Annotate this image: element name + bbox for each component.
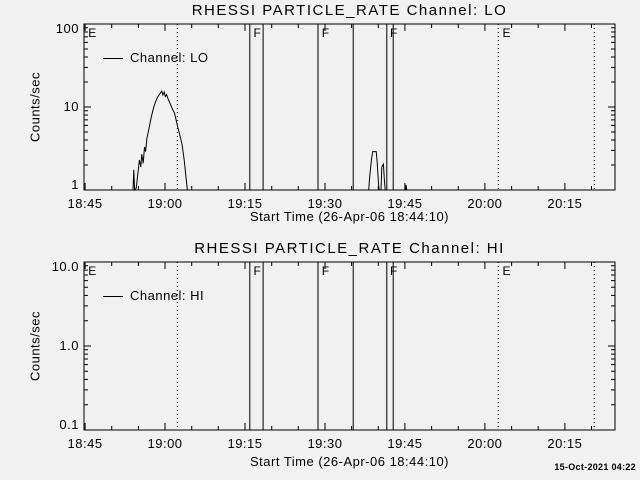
x-tick-label: 20:00 — [467, 436, 503, 451]
flare-marker-label: F — [253, 26, 261, 40]
axis-ticks — [84, 261, 615, 431]
flare-marker-label: F — [321, 26, 330, 40]
x-tick-label: 19:45 — [387, 196, 423, 211]
legend-label: Channel: LO — [130, 50, 209, 65]
y-tick-label: 1.0 — [59, 338, 79, 353]
y-tick-label: 100 — [55, 21, 79, 36]
plot-timestamp: 15-Oct-2021 04:22 — [554, 462, 636, 472]
eclipse-marker-label: E — [502, 264, 511, 278]
y-tick-label: 10 — [63, 99, 79, 114]
x-tick-label: 19:15 — [227, 196, 263, 211]
x-tick-label: 20:00 — [467, 196, 503, 211]
flare-marker-label: F — [389, 26, 398, 40]
x-tick-label: 19:15 — [227, 436, 263, 451]
flare-marker-label: F — [321, 264, 330, 278]
eclipse-marker-line — [176, 24, 595, 190]
flare-marker-label: F — [389, 264, 398, 278]
legend-line-sample — [103, 58, 123, 59]
eclipse-marker-label: E — [502, 26, 511, 40]
flare-marker-label: F — [253, 264, 261, 278]
plot-title: RHESSI PARTICLE_RATE Channel: HI — [194, 240, 505, 257]
x-tick-label: 19:00 — [147, 196, 183, 211]
x-axis-label: Start Time (26-Apr-06 18:44:10) — [249, 454, 450, 469]
x-tick-label: 19:45 — [387, 436, 423, 451]
x-tick-label: 20:15 — [547, 436, 583, 451]
data-series — [84, 89, 615, 192]
y-tick-label: 0.1 — [59, 417, 79, 432]
y-axis-label: Counts/sec — [27, 310, 43, 382]
plot-frame — [83, 23, 616, 191]
x-axis-label: Start Time (26-Apr-06 18:44:10) — [249, 209, 450, 224]
plot-title: RHESSI PARTICLE_RATE Channel: LO — [191, 2, 508, 19]
x-tick-label: 19:00 — [147, 436, 183, 451]
x-tick-label: 19:30 — [307, 196, 343, 211]
axis-ticks — [84, 23, 615, 191]
x-tick-label: 18:45 — [67, 436, 103, 451]
flare-marker-line — [249, 24, 394, 190]
eclipse-marker-label: E — [88, 264, 97, 278]
y-tick-label: 10.0 — [51, 259, 79, 274]
y-axis-label: Counts/sec — [27, 71, 43, 143]
legend-line-sample — [103, 296, 123, 297]
eclipse-marker-label: E — [88, 26, 97, 40]
x-tick-label: 19:30 — [307, 436, 343, 451]
x-tick-label: 18:45 — [67, 196, 103, 211]
legend-label: Channel: HI — [130, 288, 205, 303]
x-tick-label: 20:15 — [547, 196, 583, 211]
y-tick-label: 1 — [71, 177, 79, 192]
flare-marker-line — [249, 262, 394, 430]
eclipse-marker-line — [176, 262, 595, 430]
